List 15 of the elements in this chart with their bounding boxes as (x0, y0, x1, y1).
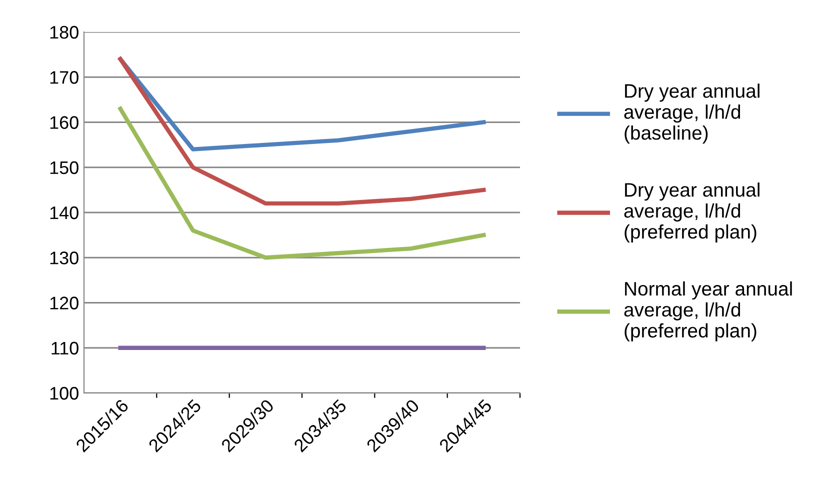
y-tick-label: 110 (52, 342, 78, 355)
y-tick-label: 100 (50, 386, 78, 400)
line-series (118, 106, 486, 260)
y-tick-label: 140 (50, 206, 78, 220)
legend-label: Dry year annual average, l/h/d (baseline) (624, 84, 760, 144)
y-tick-label: 160 (50, 116, 78, 129)
legend-label: Normal year annual average, l/h/d (preferred plan) (624, 281, 792, 342)
y-tick-label: 180 (50, 26, 78, 39)
line-series (118, 56, 486, 206)
y-tick-label: 150 (50, 161, 78, 174)
y-tick-label: 170 (50, 71, 78, 84)
y-tick-label: 120 (50, 296, 78, 310)
y-tick-label: 130 (50, 252, 78, 264)
line-series (118, 56, 486, 152)
legend-label: Dry year annual average, l/h/d (preferred plan) (624, 182, 760, 243)
